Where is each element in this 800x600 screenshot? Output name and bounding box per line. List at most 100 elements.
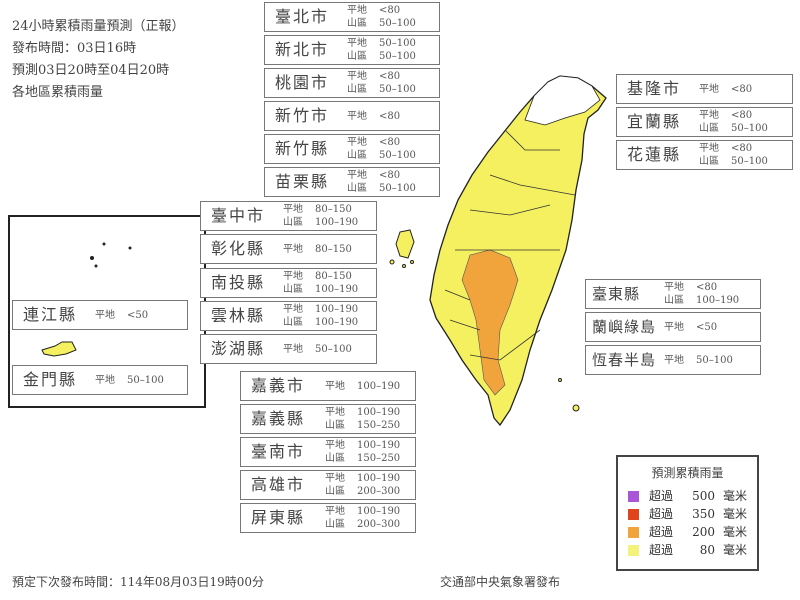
taiwan-island xyxy=(429,75,607,427)
plain-label: 平地 xyxy=(347,110,367,122)
green-orchid-islands xyxy=(558,378,580,412)
rain-values: 平地 <80 山區 50–100 xyxy=(347,169,416,195)
plain-value: 50–100 xyxy=(127,374,164,386)
region-box: 澎湖縣 平地 50–100 xyxy=(200,334,377,365)
region-name: 宜蘭縣 xyxy=(627,112,682,131)
region-box: 臺北市 平地 <80 山區 50–100 xyxy=(264,2,440,32)
rain-values: 平地 80–150 山區 100–190 xyxy=(283,270,358,296)
plain-value: 100–190 xyxy=(315,303,359,315)
rain-values: 平地 <80 山區 50–100 xyxy=(347,136,416,162)
plain-label: 平地 xyxy=(283,303,303,315)
legend-title: 預測累積雨量 xyxy=(651,466,724,480)
rain-values: 平地 <80 山區 50–100 xyxy=(699,109,768,135)
region-name: 臺東縣 xyxy=(592,285,641,303)
region-box: 嘉義市 平地 100–190 xyxy=(240,371,416,401)
mountain-value: 50–100 xyxy=(379,84,416,95)
legend-item: 超過 200 毫米 xyxy=(628,523,747,541)
forecast-header: 24小時累積雨量預測（正報） 發布時間：03日16時 預測03日20時至04日2… xyxy=(12,16,185,104)
region-name: 新竹市 xyxy=(275,106,330,125)
mountain-value: 200–300 xyxy=(357,486,401,497)
plain-label: 平地 xyxy=(325,473,345,484)
plain-value: 80–150 xyxy=(315,204,352,215)
region-name: 彰化縣 xyxy=(211,239,266,259)
region-name: 桃園市 xyxy=(275,73,330,92)
plain-label: 平地 xyxy=(664,282,684,293)
region-name: 南投縣 xyxy=(211,272,266,292)
plain-label: 平地 xyxy=(283,343,303,355)
plain-value: <50 xyxy=(127,309,149,321)
rain-values: 平地 100–190 山區 200–300 xyxy=(325,505,400,531)
rain-values: 平地 80–150 山區 100–190 xyxy=(283,203,358,229)
region-name: 蘭嶼綠島 xyxy=(592,318,657,336)
legend-item: 超過 350 毫米 xyxy=(628,505,747,523)
legend-value: 80 xyxy=(699,543,715,557)
region-box: 蘭嶼綠島 平地 <50 xyxy=(585,312,761,342)
legend-swatch xyxy=(628,526,639,538)
plain-label: 平地 xyxy=(347,38,367,49)
mountain-label: 山區 xyxy=(283,316,303,328)
rain-values: 平地 <80 山區 50–100 xyxy=(347,70,416,96)
mountain-label: 山區 xyxy=(325,486,345,497)
plain-value: 80–150 xyxy=(315,270,352,282)
header-title: 24小時累積雨量預測（正報） xyxy=(12,19,185,34)
region-box: 屏東縣 平地 100–190 山區 200–300 xyxy=(240,503,416,533)
plain-label: 平地 xyxy=(325,407,345,418)
matsu-islands xyxy=(90,242,132,268)
rain-values: 平地 80–150 xyxy=(283,243,352,256)
legend-unit: 毫米 xyxy=(722,507,747,521)
mountain-value: 150–250 xyxy=(357,420,401,431)
plain-label: 平地 xyxy=(664,354,684,366)
rain-values: 平地 100–190 山區 100–190 xyxy=(283,303,358,329)
mountain-label: 山區 xyxy=(325,420,345,431)
plain-value: <80 xyxy=(379,137,401,148)
region-name: 嘉義市 xyxy=(251,376,306,395)
region-name: 苗栗縣 xyxy=(275,172,330,191)
rain-values: 平地 <50 xyxy=(95,309,148,322)
plain-label: 平地 xyxy=(283,243,303,255)
mountain-label: 山區 xyxy=(699,123,719,134)
region-name: 臺南市 xyxy=(251,442,306,461)
plain-value: <80 xyxy=(696,282,718,293)
region-box: 新竹市 平地 <80 xyxy=(264,101,440,131)
region-name: 臺北市 xyxy=(275,7,330,26)
plain-label: 平地 xyxy=(325,380,345,392)
rain-values: 平地 50–100 xyxy=(664,354,733,367)
plain-value: 100–190 xyxy=(357,407,401,418)
legend-item: 超過 80 毫米 xyxy=(628,541,747,559)
legend-unit: 毫米 xyxy=(722,489,747,503)
region-box: 南投縣 平地 80–150 山區 100–190 xyxy=(200,267,377,298)
legend: 預測累積雨量 超過 500 毫米 超過 350 毫米 超過 200 毫米 超過 80 毫米 xyxy=(616,455,759,571)
rain-values: 平地 <50 xyxy=(664,321,717,334)
region-name: 恆春半島 xyxy=(592,351,657,369)
region-name: 雲林縣 xyxy=(211,305,266,325)
kinmen-island xyxy=(41,341,77,357)
rain-values: 平地 <80 山區 100–190 xyxy=(664,281,739,307)
region-box: 新竹縣 平地 <80 山區 50–100 xyxy=(264,134,440,164)
region-name: 臺中市 xyxy=(211,206,266,225)
mountain-value: 50–100 xyxy=(379,51,416,62)
mountain-label: 山區 xyxy=(347,150,367,161)
mountain-label: 山區 xyxy=(347,51,367,62)
region-box: 花蓮縣 平地 <80 山區 50–100 xyxy=(616,140,793,170)
region-name: 連江縣 xyxy=(23,305,78,324)
plain-label: 平地 xyxy=(325,506,345,517)
region-name: 新北市 xyxy=(275,40,330,59)
plain-value: 50–100 xyxy=(379,38,416,49)
mountain-value: 100–190 xyxy=(315,217,359,228)
plain-label: 平地 xyxy=(699,143,719,154)
legend-unit: 毫米 xyxy=(722,525,747,539)
plain-label: 平地 xyxy=(664,321,684,333)
rain-values: 平地 100–190 山區 150–250 xyxy=(325,439,400,465)
county-borders xyxy=(444,129,576,361)
legend-swatch xyxy=(628,490,639,502)
rain-values: 平地 <80 xyxy=(347,110,400,123)
mountain-label: 山區 xyxy=(283,283,303,295)
plain-value: <80 xyxy=(379,71,401,82)
legend-prefix: 超過 xyxy=(649,543,674,557)
next-issue-time: 預定下次發布時間：114年08月03日19時00分 xyxy=(12,575,264,589)
plain-value: 100–190 xyxy=(357,380,401,392)
heavy-rain-area xyxy=(461,249,519,396)
issue-time: 發布時間：03日16時 xyxy=(12,41,137,56)
plain-label: 平地 xyxy=(699,110,719,121)
